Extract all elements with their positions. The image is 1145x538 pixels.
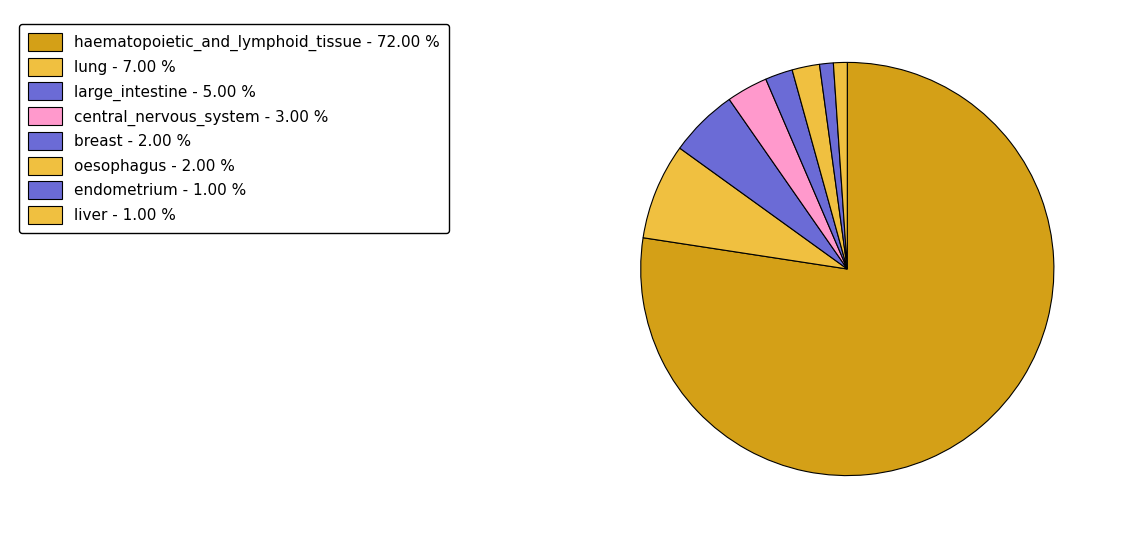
Legend: haematopoietic_and_lymphoid_tissue - 72.00 %, lung - 7.00 %, large_intestine - 5: haematopoietic_and_lymphoid_tissue - 72.… xyxy=(19,24,449,233)
Wedge shape xyxy=(641,62,1053,476)
Wedge shape xyxy=(792,65,847,269)
Wedge shape xyxy=(820,63,847,269)
Wedge shape xyxy=(766,70,847,269)
Wedge shape xyxy=(729,79,847,269)
Wedge shape xyxy=(834,62,847,269)
Wedge shape xyxy=(643,148,847,269)
Wedge shape xyxy=(680,100,847,269)
